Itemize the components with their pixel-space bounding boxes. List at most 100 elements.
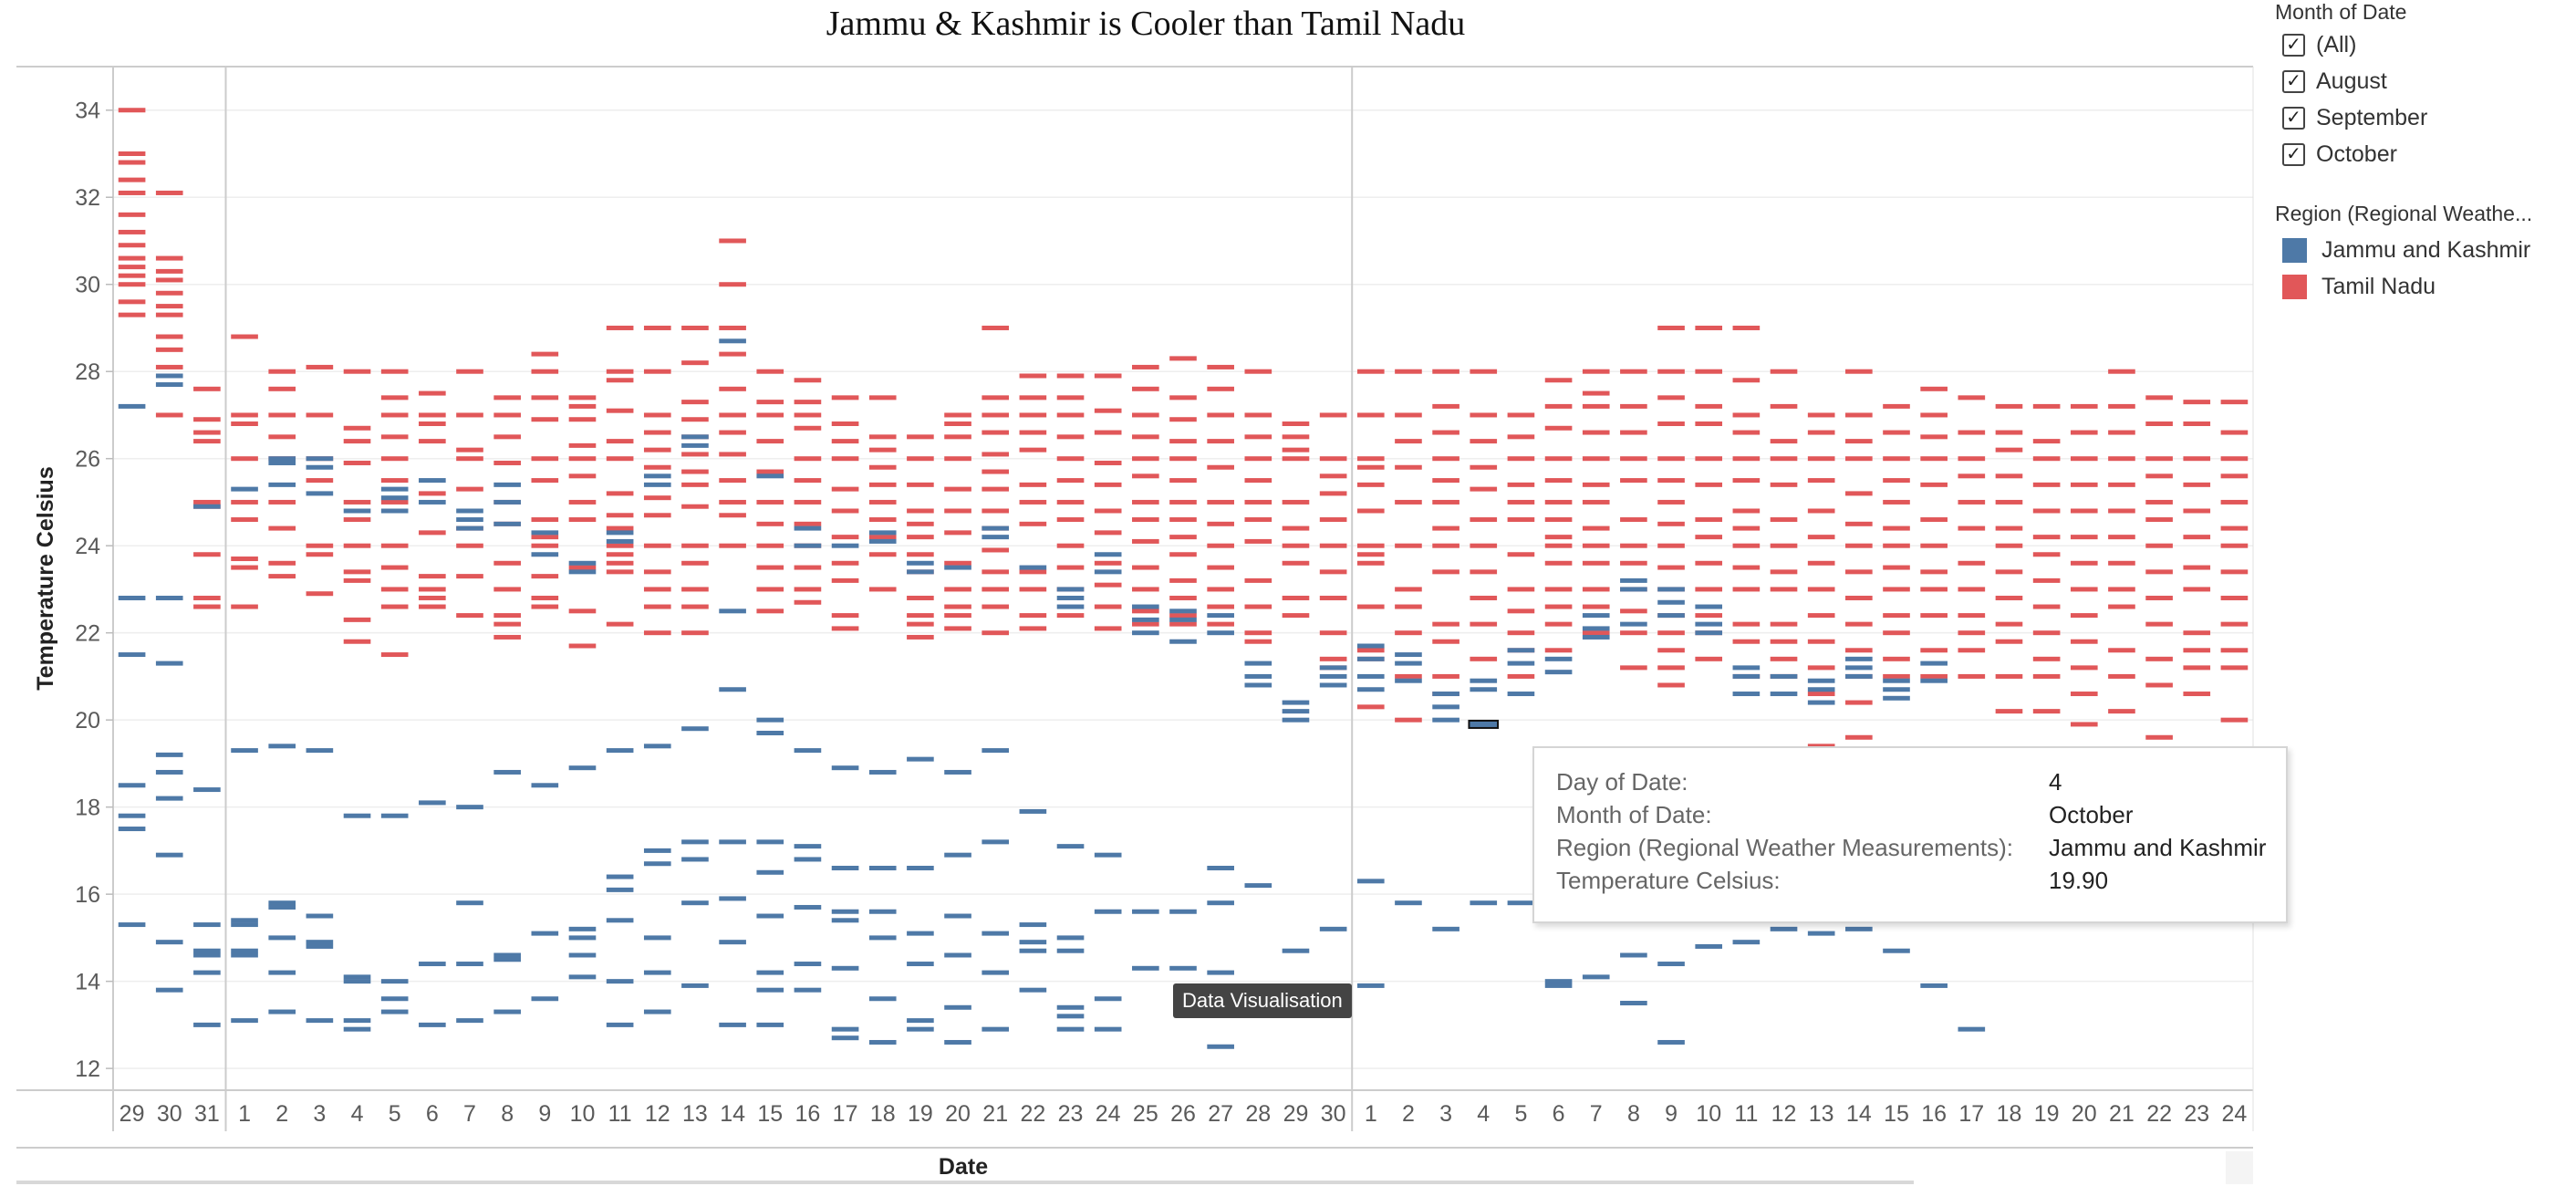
mark-tamil-nadu xyxy=(1657,665,1685,671)
mark-jammu-kashmir xyxy=(719,896,746,901)
x-tick-label: 4 xyxy=(351,1101,364,1127)
mark-tamil-nadu xyxy=(531,456,559,462)
color-legend-item[interactable]: Jammu and Kashmir xyxy=(2275,232,2576,268)
mark-tamil-nadu xyxy=(1544,425,1573,431)
mark-jammu-kashmir xyxy=(831,866,859,871)
mark-tamil-nadu xyxy=(1395,630,1422,636)
mark-tamil-nadu xyxy=(982,395,1010,401)
mark-jammu-kashmir xyxy=(719,609,746,614)
mark-tamil-nadu xyxy=(1620,403,1647,409)
mark-tamil-nadu xyxy=(456,613,483,619)
mark-jammu-kashmir xyxy=(1282,709,1310,714)
mark-tamil-nadu xyxy=(1995,525,2023,531)
mark-jammu-kashmir xyxy=(268,482,296,487)
mark-jammu-kashmir xyxy=(944,1039,971,1045)
mark-tamil-nadu xyxy=(756,587,784,592)
mark-jammu-kashmir xyxy=(1356,879,1385,884)
mark-tamil-nadu xyxy=(1770,569,1798,575)
mark-tamil-nadu xyxy=(907,434,934,440)
mark-tamil-nadu xyxy=(681,587,709,592)
mark-tamil-nadu xyxy=(1207,543,1234,548)
mark-tamil-nadu xyxy=(907,521,934,526)
mark-tamil-nadu xyxy=(907,613,934,619)
mark-tamil-nadu xyxy=(1507,552,1535,557)
mark-jammu-kashmir xyxy=(643,482,671,487)
x-tick-label: 12 xyxy=(645,1101,670,1127)
mark-tamil-nadu xyxy=(1807,430,1835,435)
caption-tooltip: Data Visualisation xyxy=(1173,983,1352,1018)
mark-tamil-nadu xyxy=(419,574,446,579)
mark-tamil-nadu xyxy=(1620,369,1647,374)
mark-tamil-nadu xyxy=(1019,521,1047,526)
month-filter-option[interactable]: ✓ October xyxy=(2275,136,2576,172)
mark-tamil-nadu xyxy=(643,630,671,636)
mark-jammu-kashmir xyxy=(719,338,746,344)
mark-jammu-kashmir xyxy=(982,1026,1010,1032)
horizontal-scrollbar[interactable] xyxy=(16,1181,1914,1184)
mark-jammu-kashmir xyxy=(907,560,934,566)
checkbox-icon[interactable]: ✓ xyxy=(2282,69,2305,93)
mark-tamil-nadu xyxy=(1845,648,1873,653)
mark-tamil-nadu xyxy=(1883,673,1910,679)
mark-tamil-nadu xyxy=(831,535,859,540)
mark-tamil-nadu xyxy=(1056,412,1085,418)
mark-tamil-nadu xyxy=(1319,412,1347,418)
checkbox-icon[interactable]: ✓ xyxy=(2282,142,2305,166)
mark-jammu-kashmir xyxy=(118,652,146,658)
mark-tamil-nadu xyxy=(1732,456,1761,462)
mark-tamil-nadu xyxy=(1282,595,1310,600)
mark-tamil-nadu xyxy=(1282,560,1310,566)
x-tick-label: 4 xyxy=(1477,1101,1490,1127)
mark-tamil-nadu xyxy=(1920,482,1948,487)
mark-jammu-kashmir xyxy=(1282,717,1310,723)
month-filter-option[interactable]: ✓ September xyxy=(2275,99,2576,136)
mark-jammu-kashmir xyxy=(493,769,521,775)
mark-jammu-kashmir xyxy=(1544,983,1573,988)
mark-jammu-kashmir xyxy=(1657,1039,1685,1045)
mark-jammu-kashmir xyxy=(907,756,934,762)
mark-jammu-kashmir xyxy=(231,948,258,953)
mark-jammu-kashmir xyxy=(155,595,183,600)
mark-tamil-nadu xyxy=(118,312,146,317)
mark-tamil-nadu xyxy=(568,442,597,448)
mark-jammu-kashmir xyxy=(756,987,784,993)
mark-tamil-nadu xyxy=(794,499,822,505)
mark-tamil-nadu xyxy=(1507,609,1535,614)
mark-jammu-kashmir xyxy=(343,1018,371,1024)
mark-tamil-nadu xyxy=(568,417,597,422)
mark-tamil-nadu xyxy=(493,621,521,627)
checkbox-icon[interactable]: ✓ xyxy=(2282,33,2305,57)
mark-tamil-nadu xyxy=(2145,656,2173,661)
mark-tamil-nadu xyxy=(1695,517,1723,523)
mark-tamil-nadu xyxy=(982,569,1010,575)
mark-tamil-nadu xyxy=(2220,595,2249,600)
mark-jammu-kashmir xyxy=(493,957,521,962)
mark-tamil-nadu xyxy=(1920,456,1948,462)
mark-tamil-nadu xyxy=(155,268,183,274)
mark-tamil-nadu xyxy=(419,595,446,600)
mark-tamil-nadu xyxy=(1883,565,1910,570)
checkbox-icon[interactable]: ✓ xyxy=(2282,106,2305,130)
tooltip-key: Temperature Celsius: xyxy=(1556,867,1781,894)
mark-tamil-nadu xyxy=(1056,565,1085,570)
mark-tamil-nadu xyxy=(456,369,483,374)
month-filter-option[interactable]: ✓ (All) xyxy=(2275,26,2576,63)
month-filter-option[interactable]: ✓ August xyxy=(2275,63,2576,99)
mark-jammu-kashmir xyxy=(1056,1026,1085,1032)
color-legend-item[interactable]: Tamil Nadu xyxy=(2275,268,2576,305)
mark-jammu-kashmir xyxy=(268,744,296,749)
mark-tamil-nadu xyxy=(2108,604,2135,609)
mark-tamil-nadu xyxy=(1244,577,1272,583)
x-tick-label: 24 xyxy=(2222,1101,2248,1127)
mark-jammu-kashmir xyxy=(1770,926,1798,931)
mark-tamil-nadu xyxy=(1770,403,1798,409)
x-tick-label: 23 xyxy=(1058,1101,1084,1127)
mark-tamil-nadu xyxy=(419,412,446,418)
mark-tamil-nadu xyxy=(1019,447,1047,453)
mark-tamil-nadu xyxy=(1995,569,2023,575)
mark-tamil-nadu xyxy=(907,456,934,462)
mark-tamil-nadu xyxy=(419,587,446,592)
mark-tamil-nadu xyxy=(1094,508,1122,514)
mark-tamil-nadu xyxy=(756,439,784,444)
mark-jammu-kashmir xyxy=(681,442,709,448)
